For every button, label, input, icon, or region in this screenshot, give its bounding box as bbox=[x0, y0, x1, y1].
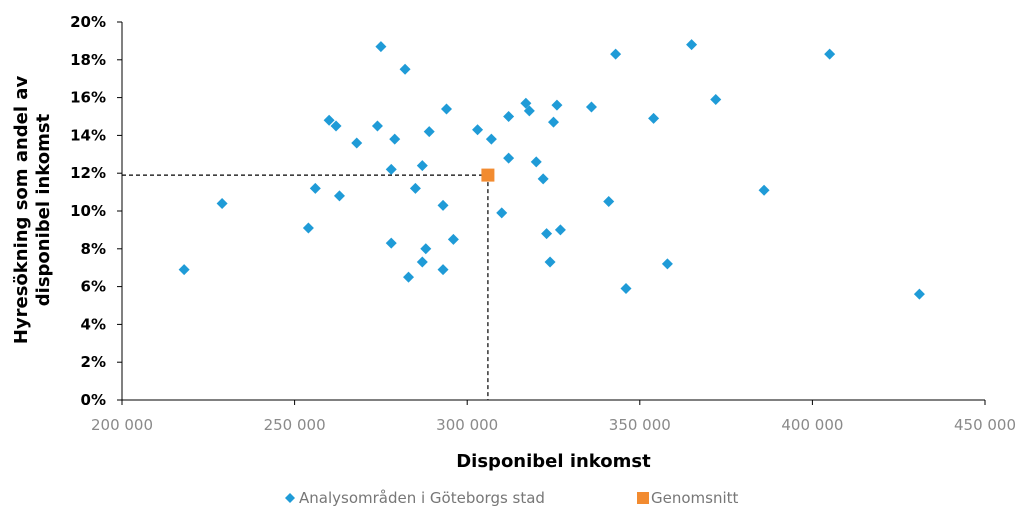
district-data-point bbox=[710, 93, 722, 105]
district-data-point bbox=[548, 116, 559, 128]
y-tick-label: 6% bbox=[81, 278, 106, 296]
y-tick-label: 8% bbox=[81, 240, 106, 258]
district-data-point bbox=[551, 99, 563, 111]
district-data-point bbox=[385, 237, 397, 249]
district-data-point bbox=[537, 173, 549, 185]
district-data-point bbox=[302, 222, 314, 234]
district-data-point bbox=[389, 133, 401, 145]
district-data-point bbox=[541, 228, 553, 240]
x-tick-label: 350 000 bbox=[609, 416, 671, 434]
x-tick-label: 300 000 bbox=[436, 416, 498, 434]
district-data-point bbox=[423, 126, 435, 138]
data-points bbox=[178, 39, 925, 300]
axes bbox=[117, 21, 986, 405]
legend-diamond-icon bbox=[285, 493, 295, 503]
district-data-point bbox=[375, 41, 387, 53]
district-data-point bbox=[333, 190, 345, 202]
district-data-point bbox=[447, 233, 459, 245]
district-data-point bbox=[403, 271, 415, 283]
y-tick-label: 20% bbox=[70, 13, 106, 31]
district-data-point bbox=[530, 156, 542, 168]
district-data-point bbox=[309, 182, 321, 194]
district-data-point bbox=[520, 97, 532, 109]
x-tick-label: 400 000 bbox=[781, 416, 843, 434]
y-tick-label: 14% bbox=[70, 126, 106, 144]
y-axis-title: Hyresökning som andel av disponibel inkom… bbox=[11, 76, 54, 345]
district-data-point bbox=[323, 114, 335, 126]
district-data-point bbox=[661, 258, 673, 270]
district-data-point bbox=[496, 207, 508, 219]
district-data-point bbox=[330, 120, 342, 132]
district-data-point bbox=[409, 182, 421, 194]
district-data-point bbox=[523, 105, 535, 117]
district-data-point bbox=[178, 264, 190, 276]
x-tick-label: 200 000 bbox=[91, 416, 153, 434]
district-data-point bbox=[440, 103, 452, 115]
legend-label-average: Genomsnitt bbox=[651, 489, 739, 507]
district-data-point bbox=[503, 152, 515, 164]
y-tick-label: 10% bbox=[70, 202, 106, 220]
legend: Analysområden i Göteborgs stad Genomsnitt bbox=[285, 489, 739, 507]
x-axis-title: Disponibel inkomst bbox=[456, 451, 651, 472]
district-data-point bbox=[620, 282, 632, 294]
district-data-point bbox=[544, 256, 556, 268]
district-data-point bbox=[371, 120, 383, 132]
district-data-point bbox=[437, 199, 449, 211]
y-tick-label: 0% bbox=[81, 391, 106, 409]
district-data-point bbox=[399, 63, 411, 75]
district-data-point bbox=[420, 243, 432, 255]
district-data-point bbox=[758, 184, 770, 196]
tick-labels: 0% 2% 4% 6% 8% 10% 12% 14% 16% 18% 20% 200 000 250 0… bbox=[70, 13, 1016, 434]
district-data-point bbox=[472, 124, 484, 136]
average-data-point bbox=[481, 168, 495, 182]
district-data-point bbox=[603, 196, 615, 208]
district-data-point bbox=[416, 160, 428, 172]
district-data-point bbox=[216, 197, 228, 209]
legend-square-icon bbox=[637, 492, 649, 504]
x-tick-label: 250 000 bbox=[264, 416, 326, 434]
y-tick-label: 12% bbox=[70, 164, 106, 182]
y-tick-label: 4% bbox=[81, 315, 106, 333]
district-data-point bbox=[351, 137, 363, 149]
district-data-point bbox=[503, 111, 515, 122]
axis-titles: Disponibel inkomst Hyresökning som andel … bbox=[11, 76, 651, 472]
legend-label-districts: Analysområden i Göteborgs stad bbox=[299, 489, 545, 507]
district-data-point bbox=[585, 101, 597, 113]
district-data-point bbox=[610, 48, 622, 60]
district-data-point bbox=[686, 39, 698, 51]
y-axis-title-line: Hyresökning som andel av bbox=[11, 76, 32, 345]
district-data-point bbox=[824, 48, 836, 60]
district-data-point bbox=[554, 224, 566, 236]
y-tick-label: 16% bbox=[70, 89, 106, 107]
district-data-point bbox=[485, 133, 497, 145]
y-tick-label: 2% bbox=[81, 353, 106, 371]
district-data-point bbox=[416, 256, 428, 268]
y-tick-label: 18% bbox=[70, 51, 106, 69]
reference-lines bbox=[122, 174, 489, 400]
district-data-point bbox=[437, 264, 449, 276]
district-data-point bbox=[648, 112, 660, 124]
x-tick-label: 450 000 bbox=[954, 416, 1016, 434]
district-data-point bbox=[385, 163, 397, 175]
y-axis-title-line: disponibel inkomst bbox=[33, 113, 54, 306]
district-data-point bbox=[913, 288, 925, 300]
